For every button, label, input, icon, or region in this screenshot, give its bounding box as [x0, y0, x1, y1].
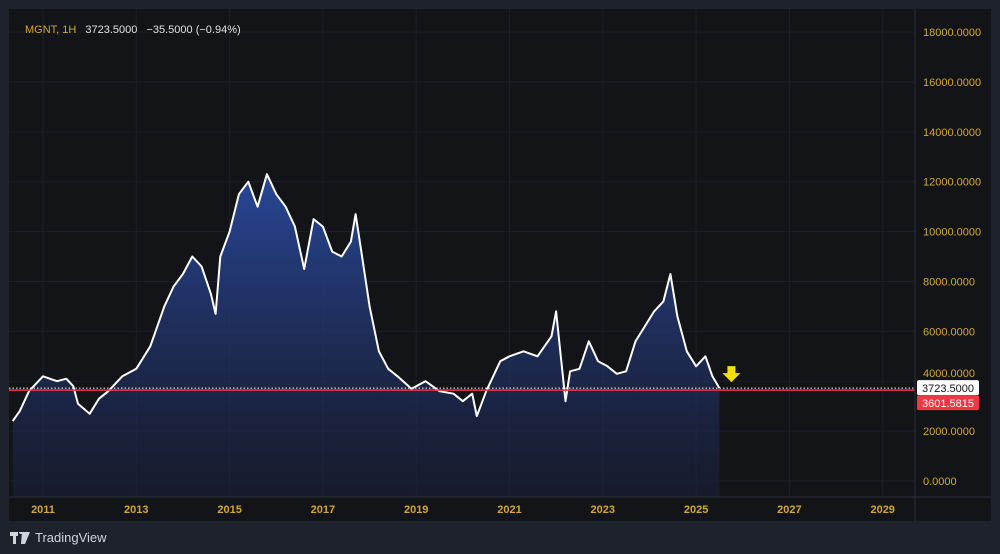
line-price-label: 3601.5815	[922, 398, 974, 410]
legend-price: 3723.5000	[85, 24, 138, 36]
arrow-down-marker[interactable]	[722, 366, 741, 383]
tradingview-logo[interactable]: TradingView	[10, 530, 107, 545]
x-tick-label: 2021	[497, 504, 521, 516]
x-tick-label: 2019	[404, 504, 428, 516]
line-price-badge	[917, 395, 979, 411]
y-tick-label: 0.0000	[923, 476, 957, 488]
x-tick-label: 2015	[217, 504, 241, 516]
x-tick-label: 2027	[777, 504, 801, 516]
x-tick-label: 2013	[124, 504, 148, 516]
x-tick-label: 2017	[311, 504, 335, 516]
last-price-label: 3723.5000	[922, 383, 974, 395]
y-tick-label: 16000.0000	[923, 77, 981, 89]
x-tick-label: 2023	[591, 504, 615, 516]
y-tick-label: 10000.0000	[923, 227, 981, 239]
symbol-label[interactable]: MGNT, 1H	[25, 24, 77, 36]
x-tick-label: 2025	[684, 504, 708, 516]
tradingview-logo-icon	[10, 531, 30, 544]
y-tick-label: 2000.0000	[923, 426, 975, 438]
chart-legend: MGNT, 1H 3723.5000 −35.5000 (−0.94%)	[25, 24, 247, 36]
y-tick-label: 12000.0000	[923, 177, 981, 189]
y-tick-label: 18000.0000	[923, 27, 981, 39]
price-line	[11, 173, 721, 422]
y-tick-label: 8000.0000	[923, 276, 975, 288]
y-tick-label: 4000.0000	[923, 368, 975, 380]
chart-panel[interactable]: 0.0000 2000.0000 4000.0000 6000.0000 8000.00…	[9, 9, 991, 521]
y-tick-label: 6000.0000	[923, 326, 975, 338]
brand-name: TradingView	[35, 530, 107, 545]
chart-svg[interactable]: 0.0000 2000.0000 4000.0000 6000.0000 8000.00…	[9, 9, 991, 521]
x-tick-label: 2011	[31, 504, 55, 516]
last-price-badge	[917, 380, 979, 396]
x-tick-label: 2029	[870, 504, 894, 516]
y-tick-label: 14000.0000	[923, 127, 981, 139]
price-area-fill	[12, 174, 720, 497]
legend-change: −35.5000 (−0.94%)	[146, 24, 241, 36]
